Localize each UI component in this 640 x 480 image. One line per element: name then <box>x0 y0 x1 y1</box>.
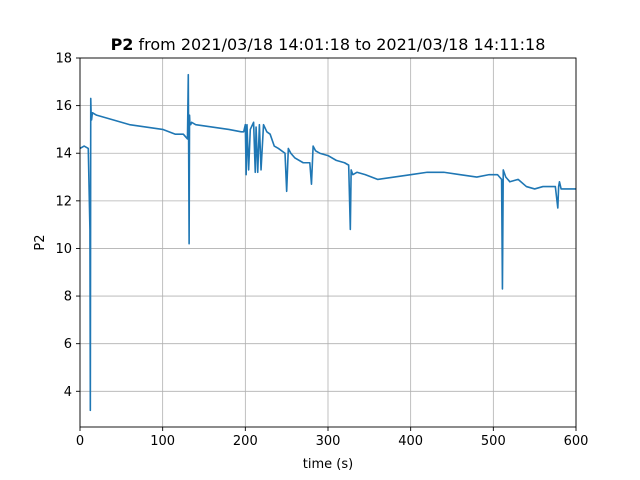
chart-title-rest: from 2021/03/18 14:01:18 to 2021/03/18 1… <box>133 35 545 54</box>
plot-area <box>80 73 576 412</box>
grid-lines <box>79 57 577 427</box>
x-tick-label: 300 <box>316 434 341 449</box>
x-tick-label: 200 <box>233 434 258 449</box>
x-tick-label: 100 <box>150 434 175 449</box>
y-tick-label: 10 <box>55 242 72 257</box>
x-tick-label: 600 <box>564 434 589 449</box>
y-ticks: 4 6 8 10 12 14 16 18 <box>55 52 80 400</box>
y-tick-label: 18 <box>55 52 72 67</box>
x-tick-label: 400 <box>398 434 423 449</box>
x-tick-label: 500 <box>481 434 506 449</box>
y-tick-label: 16 <box>55 99 72 114</box>
x-tick-label: 0 <box>76 434 84 449</box>
y-axis-label: P2 <box>33 234 48 250</box>
y-tick-label: 6 <box>64 337 72 352</box>
series-line-p2 <box>80 73 576 412</box>
x-ticks: 0 100 200 300 400 500 600 <box>76 427 589 449</box>
y-tick-label: 8 <box>64 290 72 305</box>
y-tick-label: 14 <box>55 147 72 162</box>
y-tick-label: 12 <box>55 194 72 209</box>
y-tick-label: 4 <box>64 385 72 400</box>
chart-title: P2 from 2021/03/18 14:01:18 to 2021/03/1… <box>111 35 546 54</box>
chart-title-bold: P2 <box>111 35 134 54</box>
x-axis-label: time (s) <box>303 457 353 472</box>
